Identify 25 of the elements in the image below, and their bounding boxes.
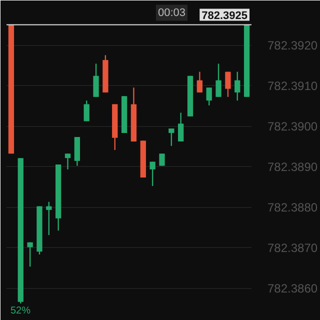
y-tick-label: 782.3870 <box>268 241 318 256</box>
candlestick <box>46 201 52 236</box>
y-tick-label: 782.3900 <box>268 120 318 134</box>
candlestick <box>196 71 202 94</box>
ref-line-label: 782.3925 <box>202 10 248 22</box>
candlestick <box>234 71 240 102</box>
y-tick-label: 782.3880 <box>268 200 318 215</box>
candlestick <box>93 63 99 98</box>
y-tick-label: 782.3920 <box>268 38 318 53</box>
annotation: 52% <box>10 306 31 316</box>
candlestick <box>64 153 71 170</box>
candlestick <box>225 71 231 98</box>
candlestick <box>178 112 184 142</box>
candlestick <box>216 63 222 98</box>
y-tick-label: 782.3910 <box>268 79 318 94</box>
candlestick <box>159 153 165 166</box>
candlestick <box>84 100 90 122</box>
candlestick <box>74 136 80 166</box>
y-tick-label: 782.3890 <box>268 160 318 174</box>
candlestick <box>27 242 33 268</box>
candlestick <box>168 128 174 147</box>
annotation: 00:03 <box>158 6 186 19</box>
candlestick <box>150 161 156 187</box>
y-tick-label: 782.3860 <box>268 282 318 296</box>
candlestick <box>206 86 212 106</box>
